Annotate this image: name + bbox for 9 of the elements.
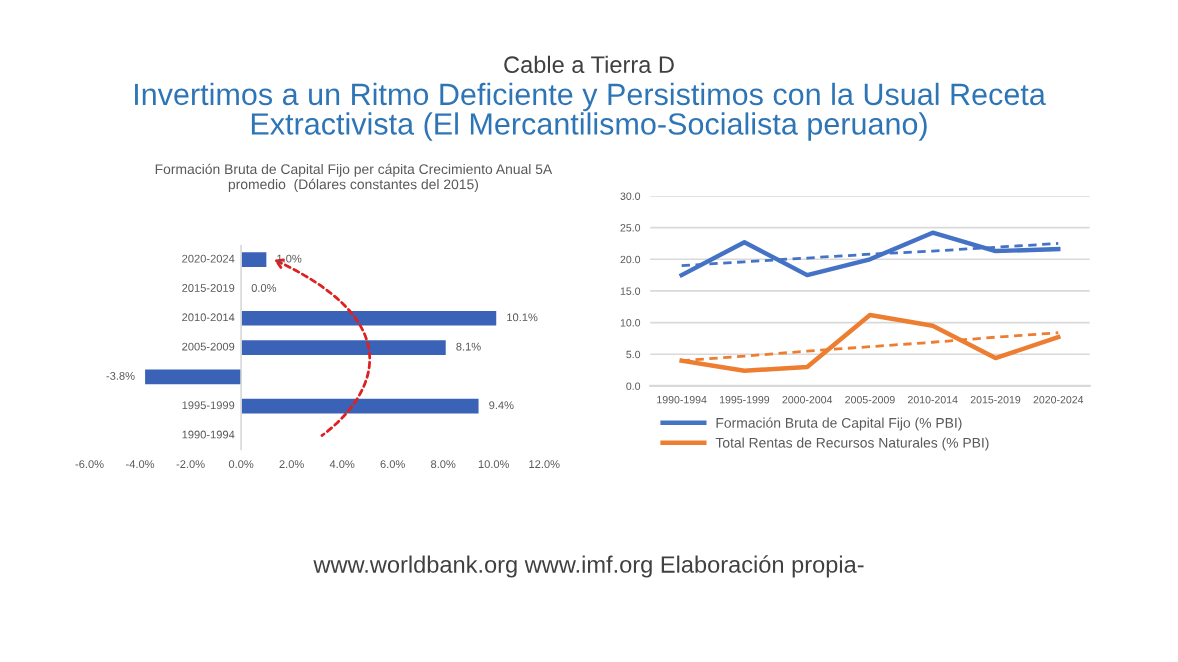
bar <box>241 310 497 326</box>
bar <box>241 398 479 414</box>
chart-title: Cable a Tierra D <box>504 55 674 74</box>
bar <box>241 252 267 267</box>
text: www.worldbank.org www.imf.org Elaboración propia- <box>313 555 864 578</box>
chart-subtitle: Invertimos a un Ritmo Deficiente y Persistimos con la Usual Receta Extractivista (El Mercantilismo-Socialista peruano) <box>135 82 1046 141</box>
bar <box>241 340 446 355</box>
bar <box>145 369 242 385</box>
line-series <box>679 230 1061 278</box>
